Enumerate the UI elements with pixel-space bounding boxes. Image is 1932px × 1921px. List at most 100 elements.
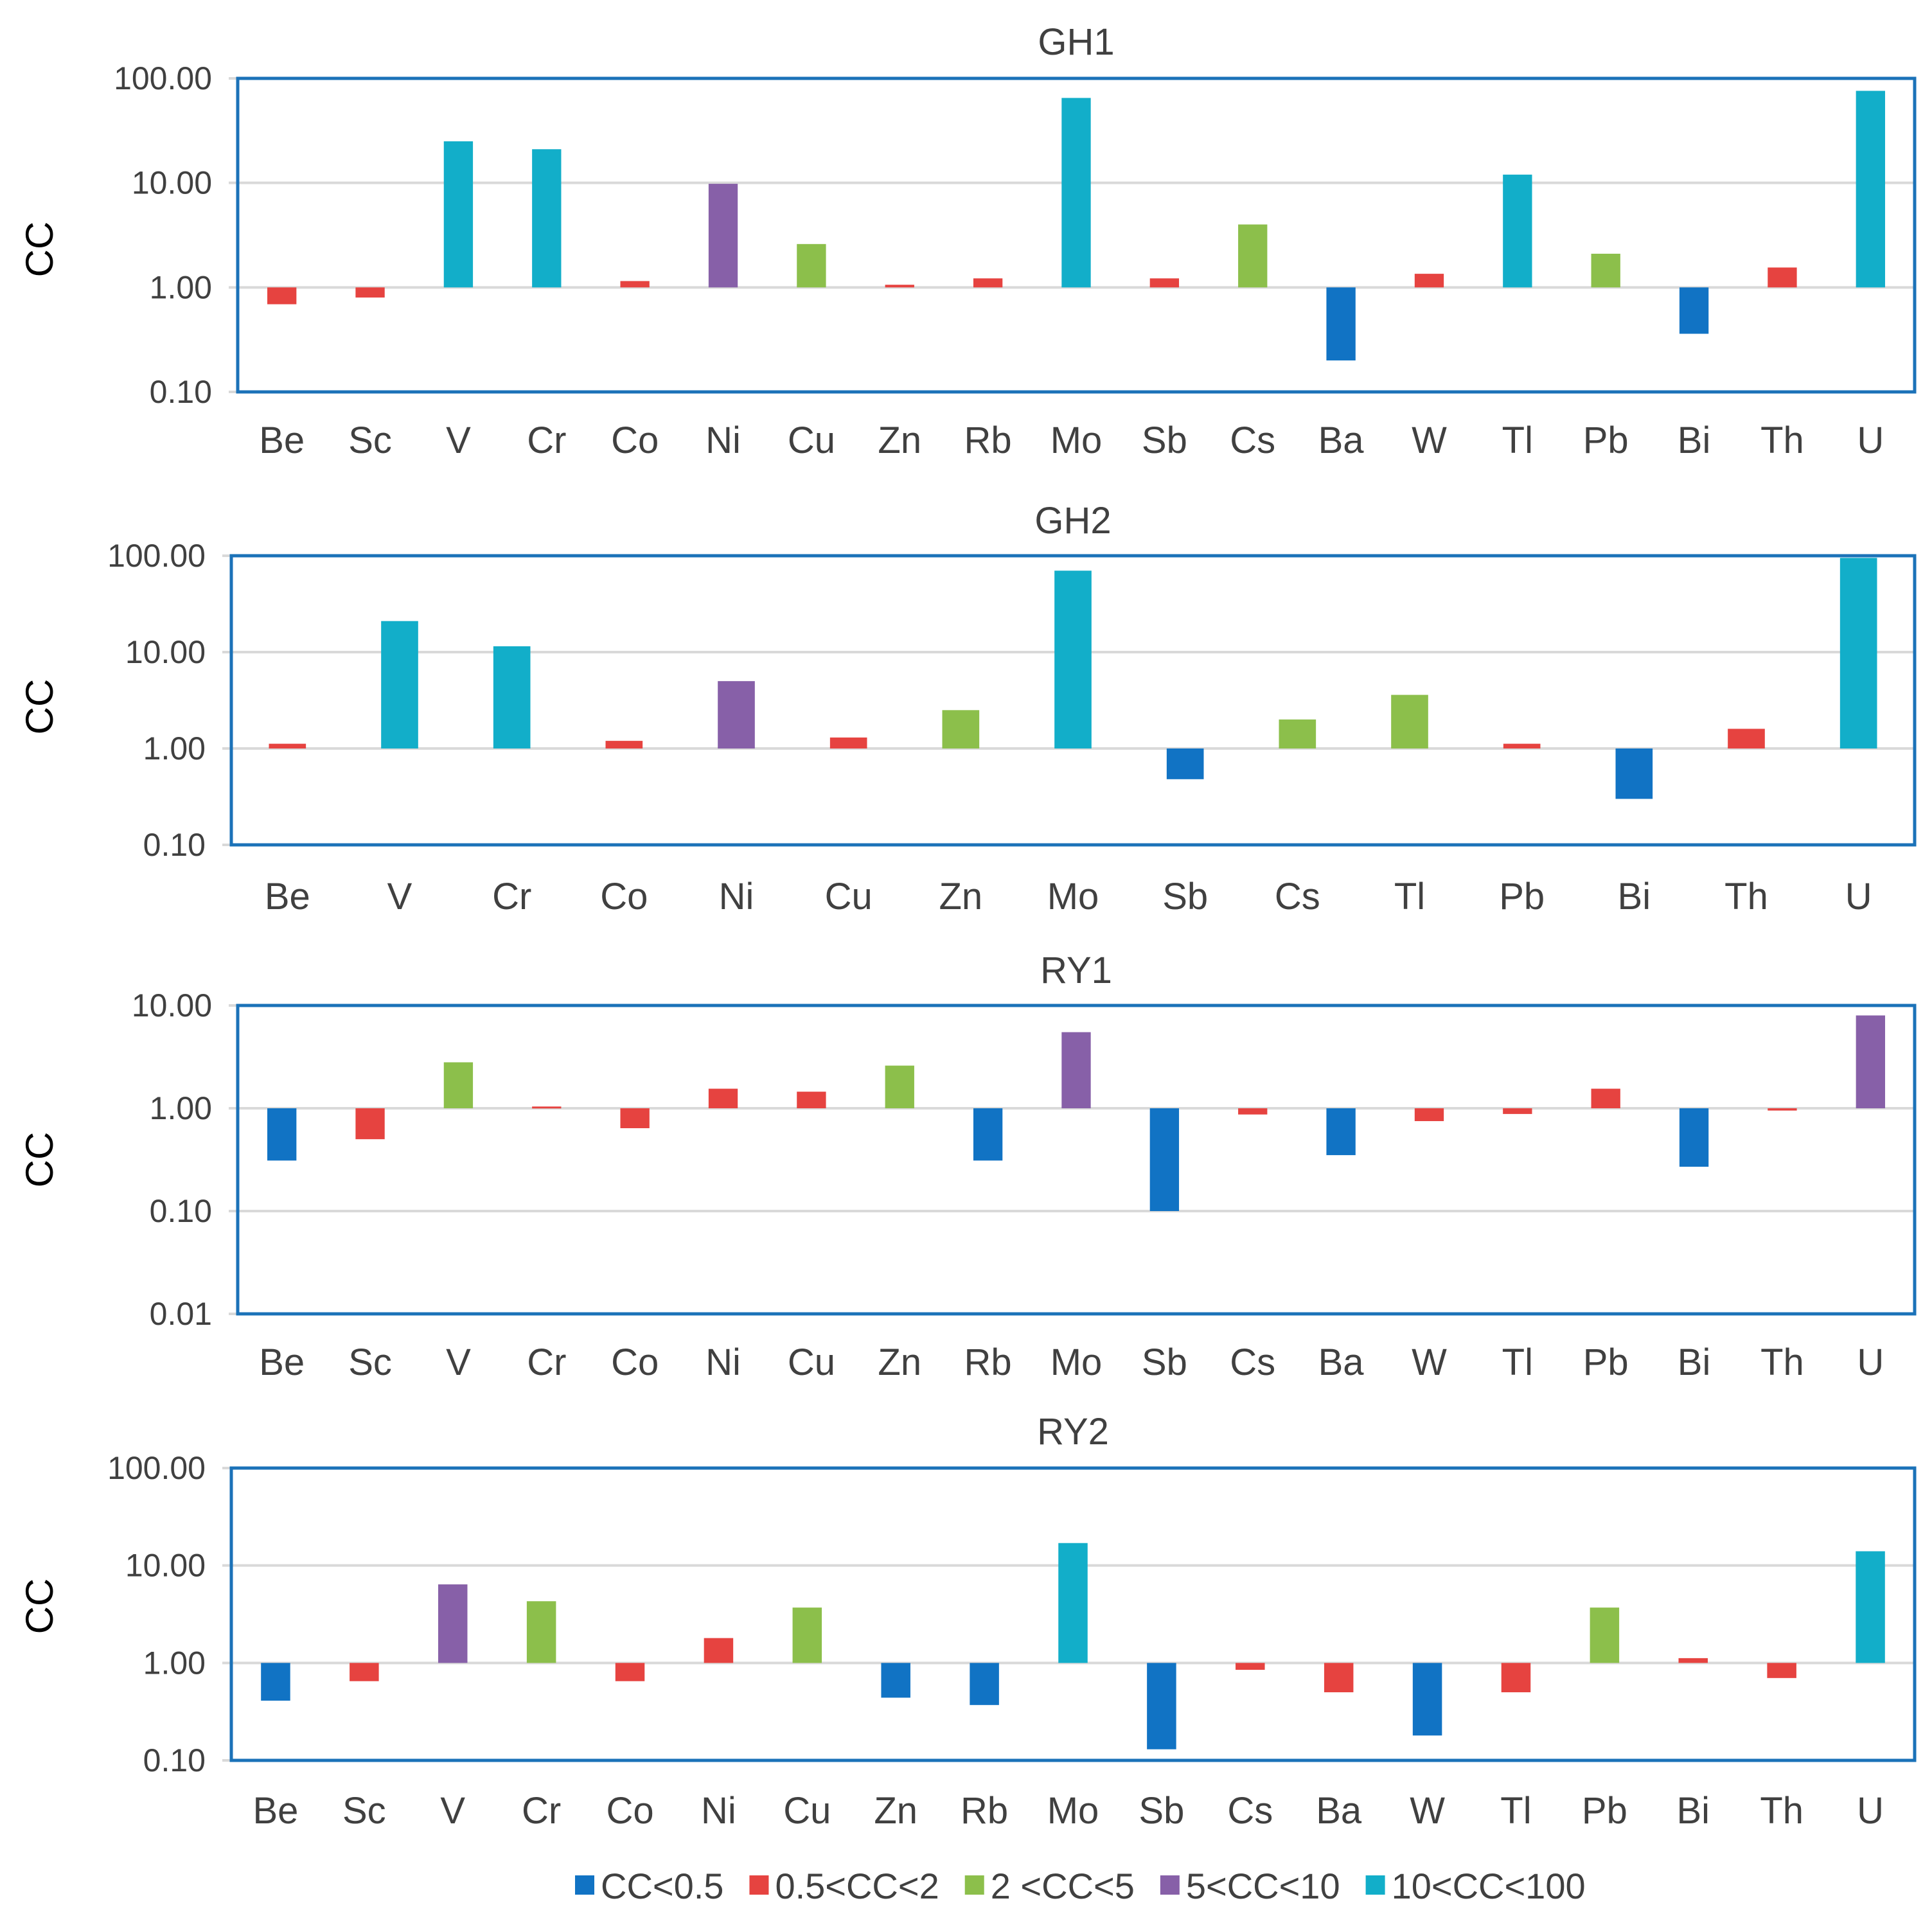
y-tick-label: 10.00 (125, 634, 206, 670)
x-tick-label: Cs (1275, 876, 1320, 917)
bar-rb (973, 1108, 1003, 1161)
bar-tl (1391, 695, 1428, 748)
x-tick-label: Rb (964, 1341, 1012, 1383)
y-tick-label: 100.00 (114, 60, 212, 96)
legend-label: 5<CC<10 (1186, 1866, 1340, 1906)
bar-u (1856, 91, 1885, 288)
x-tick-label: Ni (705, 1341, 741, 1383)
legend-label: 2 <CC<5 (991, 1866, 1135, 1906)
x-tick-label: V (446, 1341, 471, 1383)
bar-tl (1503, 174, 1532, 288)
x-tick-label: Ba (1316, 1790, 1362, 1832)
y-tick-label: 1.00 (150, 1090, 212, 1126)
bar-ba (1324, 1663, 1354, 1692)
bar-sb (1166, 748, 1204, 779)
plot-frame (236, 76, 1917, 394)
bar-tl (1503, 1108, 1532, 1114)
bar-be (269, 743, 306, 748)
panel-title: RY2 (1037, 1411, 1109, 1453)
x-tick-label: W (1412, 420, 1447, 461)
x-tick-label: Mo (1050, 1341, 1103, 1383)
bar-co (615, 1663, 645, 1681)
bar-mo (1061, 98, 1091, 288)
x-tick-label: Pb (1583, 420, 1629, 461)
legend-swatch (1160, 1875, 1180, 1895)
bar-ni (708, 1088, 738, 1108)
x-tick-label: Be (253, 1790, 298, 1832)
bar-mo (1061, 1032, 1091, 1108)
bar-pb (1591, 1088, 1620, 1108)
y-tick-label: 100.00 (107, 538, 206, 574)
bar-cu (829, 737, 867, 748)
bar-bi (1679, 287, 1709, 334)
bar-zn (885, 1065, 914, 1108)
bar-be (261, 1663, 290, 1701)
y-tick-label: 10.00 (132, 165, 212, 201)
bar-sc (350, 1663, 379, 1681)
bar-be (267, 1108, 297, 1161)
x-tick-label: Ni (705, 420, 741, 461)
bar-be (267, 287, 297, 305)
x-tick-label: Sc (348, 420, 392, 461)
bar-tl (1501, 1663, 1531, 1692)
bar-th (1768, 1108, 1797, 1111)
x-tick-label: Zn (878, 420, 921, 461)
y-tick-label: 1.00 (143, 1645, 206, 1681)
bar-zn (885, 285, 914, 288)
bar-cs (1238, 224, 1268, 288)
bar-u (1856, 1015, 1885, 1108)
x-tick-label: Cr (492, 876, 531, 917)
x-tick-label: Cr (527, 1341, 566, 1383)
bar-th (1768, 267, 1797, 288)
x-tick-label: Zn (874, 1790, 917, 1832)
chart-panel-gh1: 0.10 1.00 10.00 100.00 Be Sc V Cr Co Ni Cu Zn Rb Mo Sb… (18, 21, 1917, 461)
y-tick-label: 0.10 (150, 374, 212, 410)
x-tick-label: Th (1760, 1790, 1803, 1832)
x-tick-label: Tl (1502, 1341, 1533, 1383)
y-tick-label: 0.10 (143, 827, 206, 863)
plot-frame (229, 554, 1917, 847)
bar-w (1414, 274, 1444, 288)
bar-bi (1678, 1658, 1708, 1663)
bar-w (1412, 1663, 1442, 1736)
plot-frame (229, 1466, 1917, 1762)
x-tick-label: Bi (1678, 420, 1711, 461)
bar-co (605, 741, 643, 748)
x-tick-label: U (1857, 420, 1884, 461)
bar-co (620, 281, 650, 288)
x-tick-label: Pb (1582, 1790, 1627, 1832)
legend-swatch (575, 1875, 594, 1895)
x-tick-label: Co (611, 420, 659, 461)
x-tick-label: Mo (1050, 420, 1103, 461)
panel-title: RY1 (1040, 950, 1112, 991)
x-tick-label: Sb (1142, 1341, 1187, 1383)
x-tick-label: Th (1760, 420, 1804, 461)
bar-bi (1615, 748, 1653, 799)
legend-label: 10<CC<100 (1392, 1866, 1586, 1906)
bar-ni (708, 184, 738, 288)
bar-v (443, 141, 474, 288)
bar-ba (1326, 1108, 1356, 1155)
x-tick-label: Co (600, 876, 648, 917)
x-tick-label: U (1857, 1790, 1884, 1832)
x-tick-label: U (1845, 876, 1872, 917)
bar-ni (704, 1638, 734, 1663)
x-tick-label: Sb (1162, 876, 1208, 917)
x-tick-label: Pb (1583, 1341, 1629, 1383)
bar-v (381, 621, 418, 748)
x-tick-label: U (1857, 1341, 1884, 1383)
legend-swatch (1365, 1875, 1385, 1895)
bar-th (1767, 1663, 1796, 1678)
y-tick-label: 1.00 (150, 269, 212, 305)
bar-co (620, 1108, 650, 1129)
chart-panel-gh2: 0.10 1.00 10.00 100.00 Be V Cr Co Ni Cu Zn Mo Sb Cs Tl… (18, 500, 1917, 917)
bar-cr (532, 1106, 562, 1109)
bar-sb (1149, 278, 1180, 288)
bar-mo (1058, 1543, 1088, 1663)
bar-rb (973, 278, 1003, 288)
x-tick-label: Be (259, 1341, 305, 1383)
x-tick-label: Bi (1618, 876, 1651, 917)
x-tick-label: Cu (788, 1341, 835, 1383)
bar-sc (355, 287, 385, 298)
x-tick-label: Tl (1502, 420, 1533, 461)
